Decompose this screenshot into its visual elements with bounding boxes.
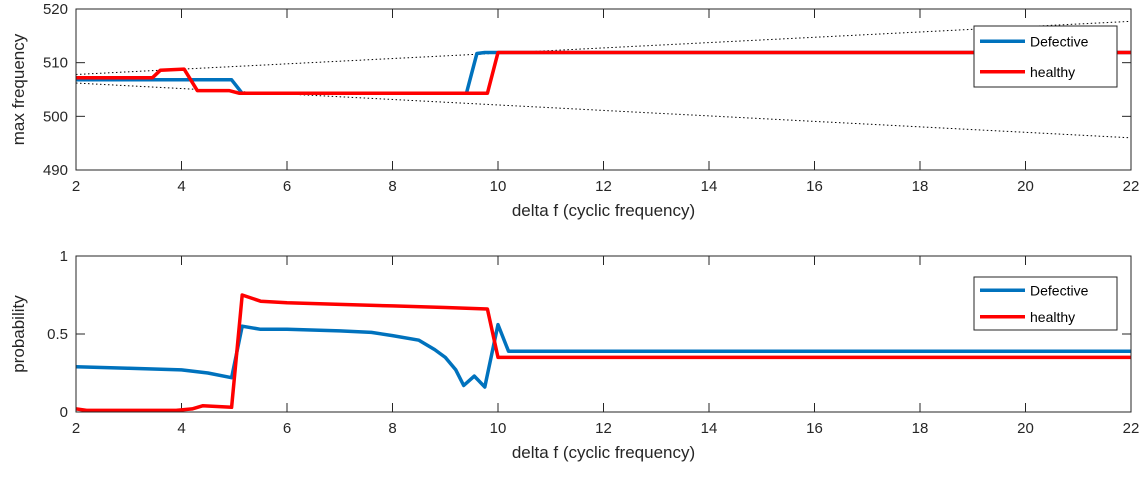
data-layer bbox=[76, 20, 1131, 139]
x-tick-label: 6 bbox=[283, 420, 291, 437]
x-tick-label: 8 bbox=[388, 178, 396, 195]
legend-label: healthy bbox=[1030, 64, 1075, 80]
legend-label: healthy bbox=[1030, 309, 1075, 325]
y-axis-label: probability bbox=[9, 295, 28, 373]
series-line-healthy bbox=[76, 50, 1131, 96]
x-tick-label: 10 bbox=[490, 178, 507, 195]
x-tick-label: 18 bbox=[912, 420, 929, 437]
reference-line bbox=[76, 20, 1131, 75]
x-tick-label: 20 bbox=[1017, 178, 1034, 195]
x-tick-label: 12 bbox=[595, 420, 612, 437]
legend: Defective healthy bbox=[973, 25, 1118, 88]
y-tick-label: 0.5 bbox=[47, 326, 68, 343]
plot-frame bbox=[75, 255, 1132, 413]
x-tick-label: 10 bbox=[490, 420, 507, 437]
x-tick-label: 16 bbox=[806, 178, 823, 195]
x-tick-label: 2 bbox=[72, 178, 80, 195]
y-tick-label: 500 bbox=[43, 108, 68, 125]
legend-box bbox=[973, 276, 1118, 331]
y-tick-label: 0 bbox=[60, 404, 68, 421]
y-tick-label: 1 bbox=[60, 248, 68, 265]
x-tick-label: 4 bbox=[177, 178, 185, 195]
plot-area bbox=[75, 8, 1132, 171]
x-axis-label: delta f (cyclic frequency) bbox=[512, 443, 695, 462]
x-axis-label: delta f (cyclic frequency) bbox=[512, 201, 695, 220]
x-tick-label: 4 bbox=[177, 420, 185, 437]
y-tick-label: 490 bbox=[43, 162, 68, 179]
data-layer bbox=[76, 293, 1131, 412]
x-tick-label: 20 bbox=[1017, 420, 1034, 437]
x-tick-label: 16 bbox=[806, 420, 823, 437]
x-tick-label: 22 bbox=[1123, 420, 1140, 437]
legend-box bbox=[973, 25, 1118, 88]
series-line-healthy bbox=[76, 293, 1131, 412]
x-tick-label: 6 bbox=[283, 178, 291, 195]
legend: Defective healthy bbox=[973, 276, 1118, 331]
x-tick-label: 18 bbox=[912, 178, 929, 195]
x-tick-label: 12 bbox=[595, 178, 612, 195]
x-tick-label: 8 bbox=[388, 420, 396, 437]
y-tick-label: 510 bbox=[43, 55, 68, 72]
plot-frame bbox=[75, 8, 1132, 171]
legend-label: Defective bbox=[1030, 33, 1089, 49]
x-tick-label: 2 bbox=[72, 420, 80, 437]
x-tick-label: 14 bbox=[701, 178, 718, 195]
x-tick-label: 22 bbox=[1123, 178, 1140, 195]
chart-panel-2: 2 4 6 8 10 12 14 16 18 20 22 0 0.5 1 delta f (cyclic f… bbox=[9, 248, 1139, 462]
legend-label: Defective bbox=[1030, 282, 1089, 298]
chart-panel-1: 2 4 6 8 10 12 14 16 18 20 22 490 500 510 520 delta f (c… bbox=[9, 1, 1139, 220]
x-tick-label: 14 bbox=[701, 420, 718, 437]
series-line-defective bbox=[76, 322, 1131, 389]
y-tick-label: 520 bbox=[43, 1, 68, 18]
y-axis-label: max frequency bbox=[9, 33, 28, 145]
